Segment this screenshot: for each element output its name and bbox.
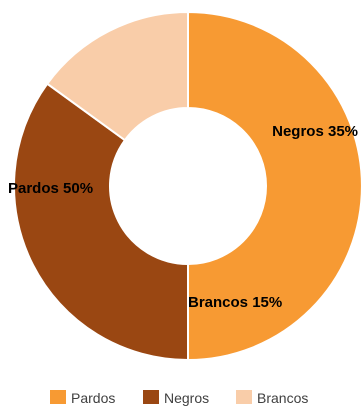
legend-label-pardos: Pardos	[71, 390, 115, 406]
slice-brancos	[45, 10, 189, 142]
data-label-pardos: Pardos 50%	[8, 180, 93, 197]
legend-swatch-pardos	[50, 390, 66, 404]
legend-swatch-brancos	[236, 390, 252, 404]
slice-negros	[13, 82, 189, 362]
legend-swatch-negros	[143, 390, 159, 404]
data-label-brancos: Brancos 15%	[188, 294, 282, 311]
slice-pardos	[187, 10, 361, 362]
data-label-negros: Negros 35%	[272, 123, 358, 140]
legend-label-negros: Negros	[164, 390, 209, 406]
legend-label-brancos: Brancos	[257, 390, 308, 406]
